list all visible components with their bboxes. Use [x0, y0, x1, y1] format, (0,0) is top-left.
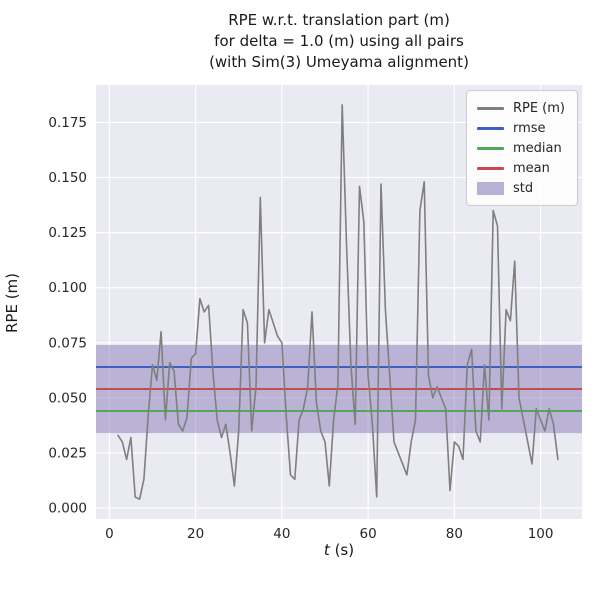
title-line-2: for delta = 1.0 (m) using all pairs	[214, 32, 464, 50]
title-line-1: RPE w.r.t. translation part (m)	[228, 11, 450, 29]
legend-item-mean: mean	[476, 158, 565, 178]
rmse-line-swatch	[476, 126, 504, 130]
svg-text:0.050: 0.050	[48, 390, 87, 406]
svg-text:0: 0	[105, 526, 114, 542]
title-line-3: (with Sim(3) Umeyama alignment)	[209, 53, 469, 71]
mean-line-swatch	[476, 166, 504, 170]
median-line-swatch	[476, 146, 504, 150]
svg-text:100: 100	[528, 526, 554, 542]
svg-text:0.000: 0.000	[48, 500, 87, 516]
chart-title: RPE w.r.t. translation part (m) for delt…	[96, 10, 582, 73]
svg-text:0.150: 0.150	[48, 170, 87, 186]
legend-label: rmse	[512, 120, 546, 136]
svg-text:0.100: 0.100	[48, 280, 87, 296]
x-axis-label: t (s)	[96, 541, 582, 559]
legend-label: RPE (m)	[512, 100, 565, 116]
legend: RPE (m) rmse median mean std	[465, 90, 578, 206]
svg-text:0.075: 0.075	[48, 335, 87, 351]
y-axis-label: RPE (m)	[3, 272, 21, 334]
svg-text:0.175: 0.175	[48, 115, 87, 131]
svg-text:20: 20	[187, 526, 204, 542]
svg-text:40: 40	[273, 526, 290, 542]
svg-text:80: 80	[446, 526, 463, 542]
x-axis-label-variable: t	[323, 541, 330, 559]
rpe-line-swatch	[476, 106, 504, 110]
svg-text:0.125: 0.125	[48, 225, 87, 241]
std-patch-swatch	[476, 181, 504, 195]
svg-text:0.025: 0.025	[48, 445, 87, 461]
legend-label: std	[512, 180, 534, 196]
legend-label: median	[512, 140, 562, 156]
svg-text:60: 60	[360, 526, 377, 542]
legend-item-std: std	[476, 178, 565, 198]
legend-item-median: median	[476, 138, 565, 158]
legend-label: mean	[512, 160, 550, 176]
legend-item-rpe: RPE (m)	[476, 98, 565, 118]
legend-item-rmse: rmse	[476, 118, 565, 138]
x-axis-label-unit: (s)	[329, 541, 355, 559]
